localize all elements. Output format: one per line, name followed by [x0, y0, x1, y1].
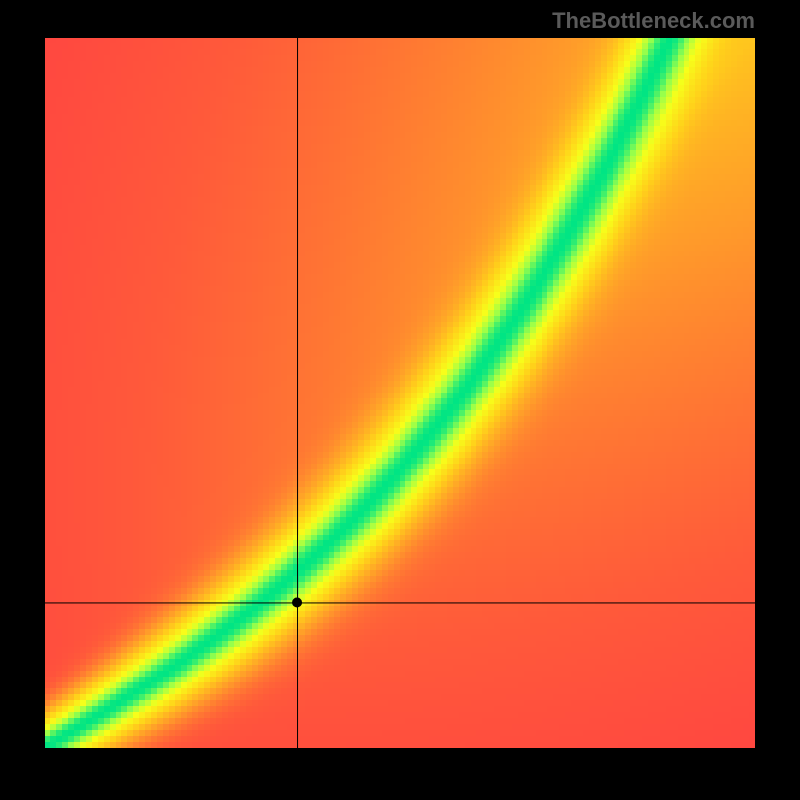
watermark-text: TheBottleneck.com: [552, 8, 755, 34]
bottleneck-heatmap: [45, 38, 755, 748]
